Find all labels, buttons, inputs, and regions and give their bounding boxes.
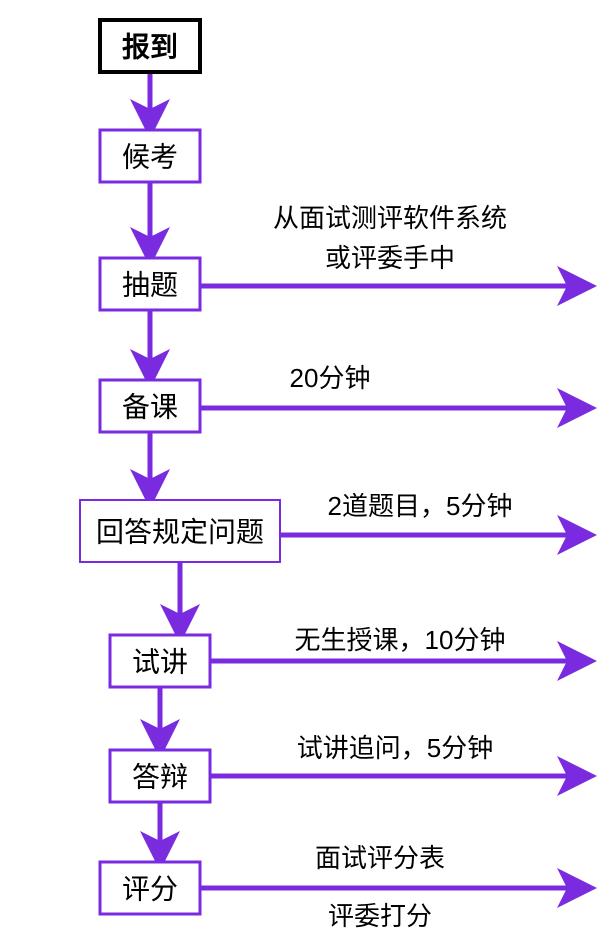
annotation-text: 面试评分表 [315,843,445,873]
flow-node-n7: 评分 [100,862,200,914]
flow-node-label: 试讲 [132,647,188,678]
flow-node-n3: 备课 [100,380,200,432]
flow-node-label: 回答规定问题 [96,517,264,548]
annotation-text: 2道题目，5分钟 [328,491,513,521]
flow-node-n0: 报到 [100,20,200,72]
flowchart-canvas: 报到候考抽题备课回答规定问题试讲答辩评分 从面试测评软件系统或评委手中 20分钟 2… [0,0,600,933]
flow-node-n4: 回答规定问题 [80,500,280,562]
flow-node-n1: 候考 [100,130,200,182]
annotation-text: 试讲追问，5分钟 [297,733,493,763]
flow-node-label: 评分 [122,874,178,905]
flow-node-label: 报到 [122,32,178,63]
flow-node-n6: 答辩 [110,750,210,802]
annotation-text: 从面试测评软件系统 [273,203,507,233]
flow-node-label: 候考 [122,142,178,173]
flow-node-n2: 抽题 [100,258,200,310]
flow-node-label: 备课 [122,392,178,423]
flow-node-label: 抽题 [122,270,178,301]
flow-node-label: 答辩 [132,762,188,793]
annotation-text: 20分钟 [290,363,371,393]
annotation-text: 评委打分 [328,901,432,931]
annotation-text: 无生授课，10分钟 [295,625,506,655]
annotation-text: 或评委手中 [325,243,455,273]
flow-node-n5: 试讲 [110,635,210,687]
